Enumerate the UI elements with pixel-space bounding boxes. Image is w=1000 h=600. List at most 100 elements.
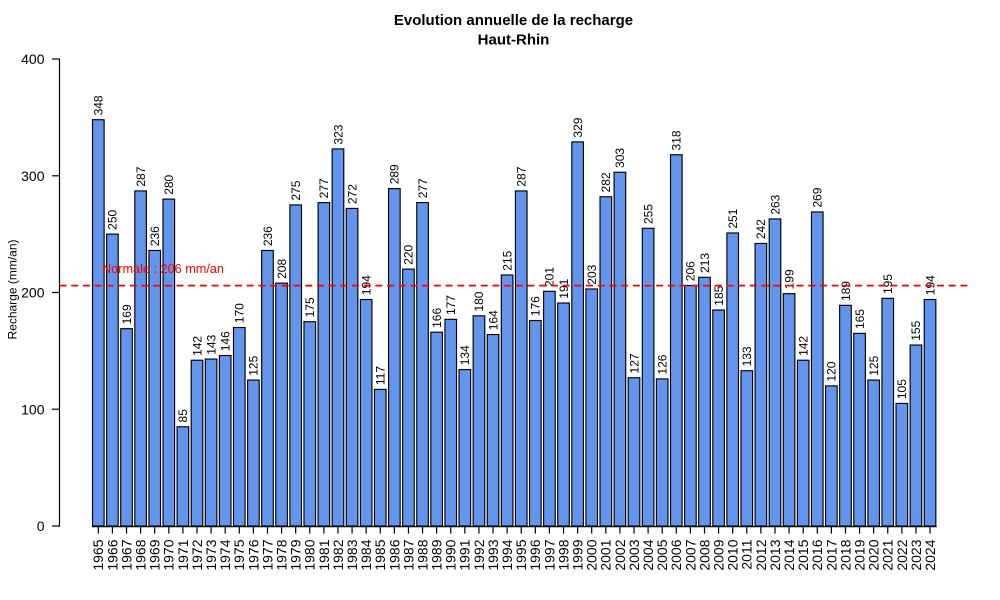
svg-text:1985: 1985: [372, 539, 388, 570]
svg-text:250: 250: [106, 209, 120, 229]
svg-text:348: 348: [92, 95, 106, 115]
svg-text:180: 180: [472, 291, 486, 311]
svg-text:2014: 2014: [781, 539, 797, 570]
svg-text:2011: 2011: [739, 539, 755, 569]
svg-text:191: 191: [557, 278, 571, 298]
svg-text:329: 329: [571, 117, 585, 137]
svg-text:203: 203: [585, 264, 599, 284]
svg-text:2022: 2022: [894, 539, 910, 570]
svg-text:105: 105: [895, 379, 909, 399]
svg-text:2012: 2012: [753, 539, 769, 570]
svg-text:1996: 1996: [527, 539, 543, 570]
svg-text:142: 142: [796, 336, 810, 356]
svg-text:1983: 1983: [344, 539, 360, 570]
svg-text:272: 272: [345, 184, 359, 204]
svg-text:133: 133: [740, 346, 754, 366]
svg-text:Evolution annuelle de la recha: Evolution annuelle de la recharge: [394, 12, 633, 29]
svg-text:164: 164: [486, 310, 500, 330]
svg-text:2019: 2019: [851, 539, 867, 570]
svg-text:127: 127: [627, 353, 641, 373]
svg-text:Recharge (mm/an): Recharge (mm/an): [6, 239, 20, 339]
svg-text:2017: 2017: [823, 539, 839, 570]
svg-text:117: 117: [374, 366, 388, 385]
svg-text:134: 134: [458, 345, 472, 365]
svg-text:1980: 1980: [302, 539, 318, 570]
svg-text:2003: 2003: [626, 539, 642, 570]
svg-text:1998: 1998: [555, 539, 571, 570]
svg-text:170: 170: [233, 303, 247, 323]
svg-text:177: 177: [444, 295, 458, 315]
svg-text:236: 236: [261, 226, 275, 246]
svg-text:1967: 1967: [118, 539, 134, 570]
svg-text:236: 236: [148, 226, 162, 246]
svg-text:1973: 1973: [203, 539, 219, 570]
svg-text:2009: 2009: [710, 539, 726, 570]
svg-text:282: 282: [599, 172, 613, 192]
svg-text:287: 287: [515, 166, 529, 186]
svg-text:1965: 1965: [90, 539, 106, 570]
svg-text:200: 200: [21, 285, 45, 301]
svg-text:269: 269: [811, 187, 825, 207]
svg-text:185: 185: [712, 285, 726, 305]
svg-text:2010: 2010: [725, 539, 741, 570]
svg-text:2024: 2024: [922, 539, 938, 570]
svg-text:126: 126: [656, 354, 670, 374]
svg-text:215: 215: [500, 250, 514, 270]
svg-text:1979: 1979: [288, 539, 304, 570]
svg-text:120: 120: [825, 361, 839, 381]
svg-text:Haut-Rhin: Haut-Rhin: [478, 31, 550, 48]
svg-text:206: 206: [684, 261, 698, 281]
svg-text:2007: 2007: [682, 539, 698, 570]
svg-text:1987: 1987: [400, 539, 416, 570]
svg-text:100: 100: [21, 401, 45, 417]
svg-text:199: 199: [782, 269, 796, 289]
svg-text:1981: 1981: [316, 539, 332, 570]
svg-text:2020: 2020: [866, 539, 882, 570]
svg-text:1988: 1988: [414, 539, 430, 570]
svg-text:1969: 1969: [147, 539, 163, 570]
svg-text:1966: 1966: [104, 539, 120, 570]
svg-text:400: 400: [21, 51, 45, 67]
svg-text:142: 142: [190, 336, 204, 356]
svg-text:280: 280: [162, 174, 176, 194]
svg-text:201: 201: [543, 267, 557, 287]
svg-text:125: 125: [247, 355, 261, 375]
svg-text:318: 318: [670, 130, 684, 150]
svg-text:2023: 2023: [908, 539, 924, 570]
svg-text:2008: 2008: [696, 539, 712, 570]
svg-text:1986: 1986: [386, 539, 402, 570]
svg-text:2000: 2000: [584, 539, 600, 570]
svg-text:300: 300: [21, 168, 45, 184]
svg-text:2001: 2001: [598, 539, 614, 570]
svg-text:2016: 2016: [809, 539, 825, 570]
svg-text:189: 189: [839, 281, 853, 301]
svg-text:255: 255: [641, 204, 655, 224]
svg-text:2004: 2004: [640, 539, 656, 570]
svg-text:155: 155: [909, 320, 923, 340]
svg-text:208: 208: [275, 259, 289, 279]
svg-text:1975: 1975: [231, 539, 247, 570]
svg-text:195: 195: [881, 274, 895, 294]
svg-text:1970: 1970: [161, 539, 177, 570]
svg-text:146: 146: [218, 331, 232, 351]
svg-text:1999: 1999: [570, 539, 586, 570]
svg-text:2015: 2015: [795, 539, 811, 570]
svg-text:1978: 1978: [273, 539, 289, 570]
svg-text:1974: 1974: [217, 539, 233, 570]
svg-text:1982: 1982: [330, 539, 346, 570]
svg-text:175: 175: [303, 297, 317, 317]
svg-text:277: 277: [416, 178, 430, 198]
svg-text:85: 85: [176, 409, 190, 423]
svg-text:1993: 1993: [485, 539, 501, 570]
svg-text:1995: 1995: [513, 539, 529, 570]
svg-text:2006: 2006: [668, 539, 684, 570]
svg-text:1992: 1992: [471, 539, 487, 570]
svg-text:2005: 2005: [654, 539, 670, 570]
svg-text:1977: 1977: [259, 539, 275, 570]
svg-text:125: 125: [867, 355, 881, 375]
svg-text:1997: 1997: [541, 539, 557, 570]
svg-text:263: 263: [768, 194, 782, 214]
svg-text:166: 166: [430, 308, 444, 328]
svg-text:165: 165: [853, 309, 867, 329]
svg-text:251: 251: [726, 208, 740, 228]
